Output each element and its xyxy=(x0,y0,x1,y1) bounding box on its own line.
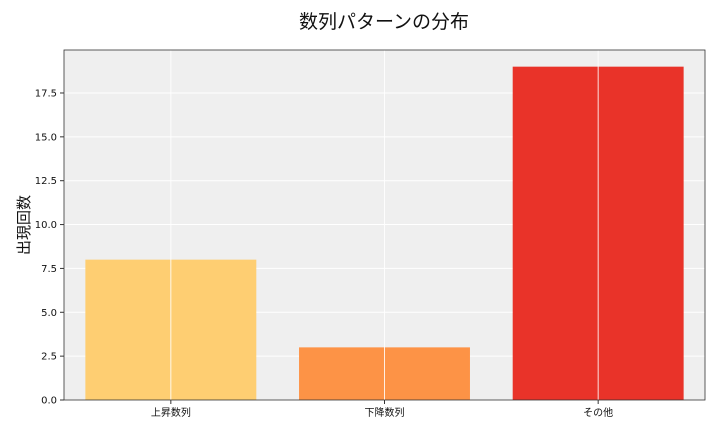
x-tick-label: 下降数列 xyxy=(365,406,405,419)
y-tick-label: 10.0 xyxy=(35,220,57,231)
y-tick-label: 12.5 xyxy=(35,176,57,187)
y-tick-label: 7.5 xyxy=(41,264,57,275)
y-tick-label: 17.5 xyxy=(35,88,57,99)
y-tick-label: 2.5 xyxy=(41,352,57,363)
y-tick-label: 15.0 xyxy=(35,132,57,143)
x-tick-label: 上昇数列 xyxy=(151,406,191,419)
y-tick-label: 5.0 xyxy=(41,308,57,319)
axes-frame xyxy=(63,49,706,401)
y-tick-label: 0.0 xyxy=(41,396,57,407)
x-tick-label: その他 xyxy=(583,406,613,419)
plot-area: 0.0 2.5 5.0 7.5 10.0 12.5 15.0 17.5 上昇数列 下降数列 その他 xyxy=(35,49,706,419)
chart-title: 数列パターンの分布 xyxy=(299,11,469,33)
y-axis-label: 出現回数 xyxy=(15,195,33,255)
